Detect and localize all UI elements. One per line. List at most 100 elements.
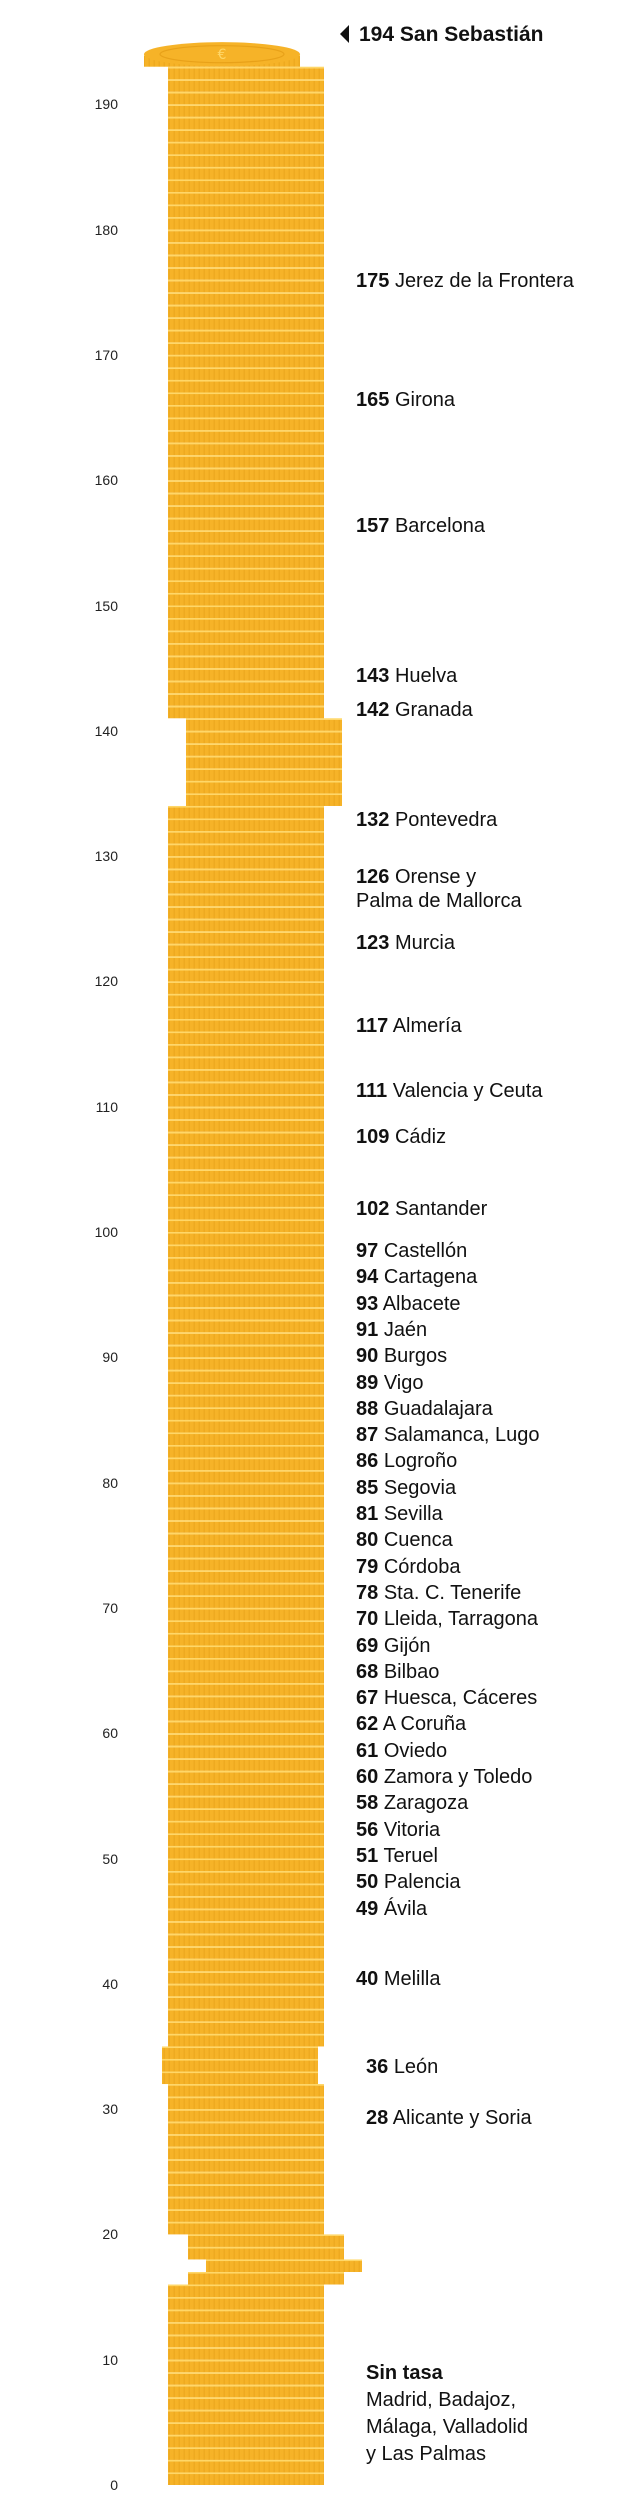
coin <box>168 2196 324 2210</box>
coin <box>168 2021 324 2034</box>
coin <box>186 755 342 769</box>
city-name-line2: Palma de Mallorca <box>356 890 522 912</box>
city-name: Barcelona <box>394 515 485 537</box>
coin <box>168 1833 324 1846</box>
city-label: 78 Sta. C. Tenerife <box>356 1581 521 1605</box>
coin <box>168 517 324 531</box>
coin <box>168 705 324 719</box>
rate-value: 93 <box>356 1292 379 1315</box>
coin <box>168 192 324 205</box>
coin <box>168 1557 324 1571</box>
coin <box>186 780 342 794</box>
coin <box>168 2033 324 2047</box>
city-label: 111 Valencia y Ceuta <box>356 1079 542 1103</box>
city-name: A Coruña <box>382 1713 467 1736</box>
y-tick-label: 140 <box>94 722 118 739</box>
coin <box>168 956 324 969</box>
coin <box>168 1482 324 1496</box>
city-name: Sta. C. Tenerife <box>383 1581 522 1604</box>
coin <box>168 1607 324 1621</box>
rate-value: 86 <box>356 1450 379 1473</box>
coin <box>168 1758 324 1771</box>
city-label: 56 Vitoria <box>356 1818 440 1842</box>
coin <box>168 2409 324 2423</box>
city-name: Albacete <box>382 1292 461 1315</box>
city-label: 68 Bilbao <box>356 1660 439 1684</box>
city-name: Melilla <box>383 1968 441 1990</box>
coin <box>162 2046 318 2059</box>
coin <box>168 1670 324 1684</box>
coin <box>168 417 324 431</box>
city-label: 126 Orense y Palma de Mallorca <box>356 865 522 913</box>
city-label: 61 Oviedo <box>356 1739 447 1763</box>
coin <box>168 1896 324 1909</box>
no-tax-cities: y Las Palmas <box>366 2443 487 2465</box>
coin <box>168 2134 324 2147</box>
coin <box>168 1733 324 1746</box>
rate-value: 85 <box>356 1476 379 1499</box>
coin <box>168 2422 324 2435</box>
y-tick-label: 10 <box>102 2351 118 2368</box>
coin <box>168 505 324 518</box>
city-name: Valencia y Ceuta <box>392 1080 543 1102</box>
coin <box>168 2008 324 2022</box>
city-name: Sevilla <box>383 1503 443 1525</box>
city-name: Córdoba <box>383 1555 461 1578</box>
city-label: 60 Zamora y Toledo <box>356 1765 532 1789</box>
coin <box>168 242 324 255</box>
city-name: Gijón <box>383 1634 431 1657</box>
city-name: Segovia <box>383 1476 457 1499</box>
rate-value: 50 <box>356 1871 379 1894</box>
coin <box>168 856 324 869</box>
coin <box>168 2221 324 2235</box>
coin <box>168 129 324 142</box>
city-label: 49 Ávila <box>356 1897 427 1921</box>
city-name: Oviedo <box>383 1739 448 1762</box>
city-name: Huesca, Cáceres <box>383 1687 538 1710</box>
city-label: 143 Huelva <box>356 664 457 688</box>
coin <box>168 2397 324 2410</box>
y-tick-label: 110 <box>95 1098 118 1115</box>
city-name: Alicante y Soria <box>392 2107 532 2129</box>
y-tick-label: 150 <box>94 597 118 614</box>
city-label: 175 Jerez de la Frontera <box>356 269 574 293</box>
city-name: León <box>393 2056 439 2078</box>
rate-value: 194 <box>359 23 395 46</box>
rate-value: 142 <box>356 699 390 721</box>
coin <box>168 1457 324 1471</box>
no-tax-cities: Málaga, Valladolid <box>366 2416 528 2438</box>
rate-value: 69 <box>356 1634 379 1657</box>
coin <box>168 2347 324 2360</box>
coin <box>168 2384 324 2398</box>
rate-value: 89 <box>356 1371 379 1394</box>
rate-value: 126 <box>356 866 390 888</box>
coin <box>206 2259 362 2272</box>
coin <box>168 2372 324 2385</box>
coin <box>168 1820 324 1834</box>
y-tick-label: 130 <box>94 848 118 865</box>
coin <box>168 430 324 443</box>
y-tick-label: 90 <box>102 1349 118 1366</box>
coin <box>168 2472 324 2485</box>
coin <box>168 618 324 631</box>
coin <box>168 292 324 305</box>
city-name: Lleida, Tarragona <box>383 1608 539 1631</box>
no-tax-cities: Madrid, Badajoz, <box>366 2389 517 2411</box>
coin <box>186 768 342 781</box>
city-name: Cartagena <box>383 1266 478 1289</box>
coin <box>188 2246 344 2260</box>
city-name: Jerez de la Frontera <box>394 270 574 292</box>
city-name: Salamanca, Lugo <box>383 1424 540 1447</box>
coin <box>168 1545 324 1558</box>
coin <box>168 1169 324 1182</box>
coin <box>186 743 342 756</box>
city-label: 109 Cádiz <box>356 1125 446 1149</box>
rate-value: 87 <box>356 1424 379 1447</box>
coin <box>168 643 324 656</box>
city-name: Palencia <box>383 1871 461 1894</box>
coin <box>168 279 324 293</box>
coin <box>168 354 324 368</box>
city-name: Burgos <box>383 1345 448 1368</box>
coin <box>186 718 342 731</box>
coin <box>168 1921 324 1934</box>
